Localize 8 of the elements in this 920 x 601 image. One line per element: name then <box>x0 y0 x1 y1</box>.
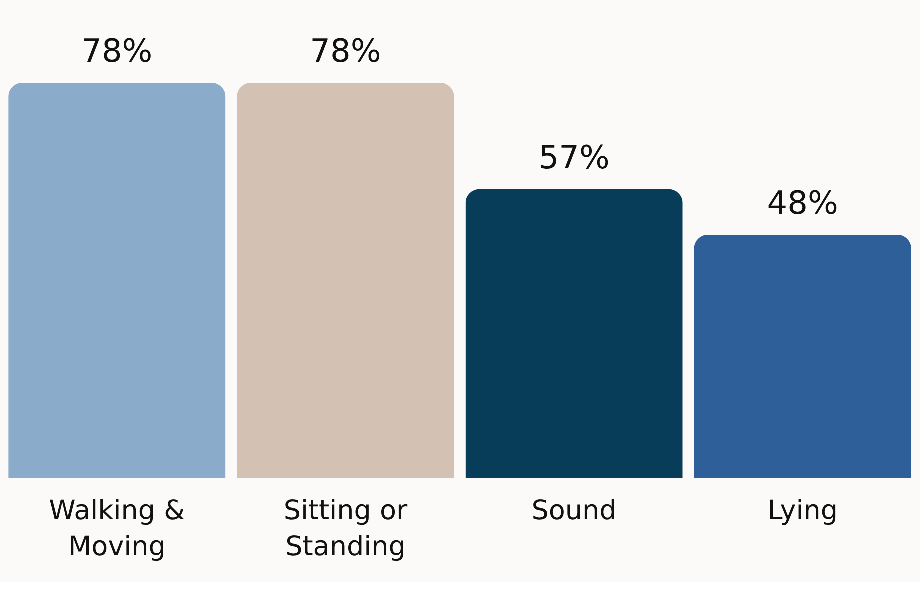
data-label: 57% <box>538 138 610 176</box>
x-tick-label: Sound <box>532 496 617 526</box>
data-label: 78% <box>82 32 153 70</box>
data-label: 78% <box>310 32 382 70</box>
x-tick-label: Walking & Moving <box>49 496 186 562</box>
data-label: 48% <box>767 184 838 222</box>
x-tick-label: Lying <box>768 496 838 526</box>
x-tick-label: Sitting or Standing <box>284 496 408 562</box>
